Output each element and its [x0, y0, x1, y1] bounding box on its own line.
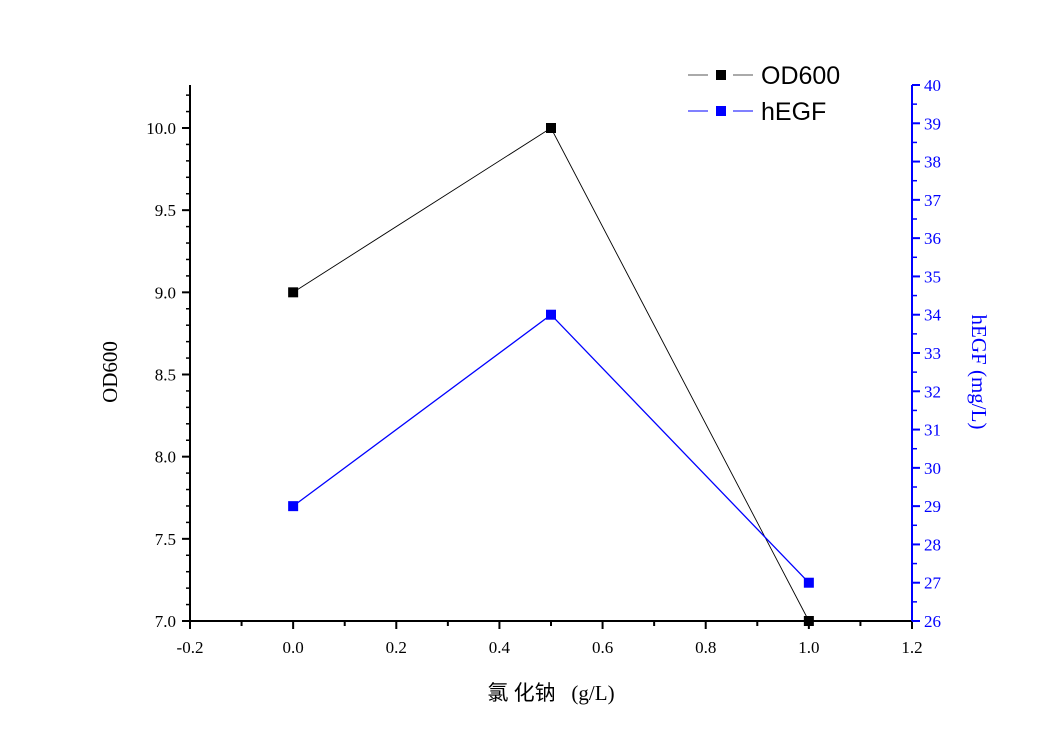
legend-marker-od600: [716, 70, 726, 80]
y2-tick-label: 30: [924, 459, 941, 478]
data-point-hegf: [288, 501, 299, 512]
data-point-od600: [546, 123, 556, 133]
x-tick-label: 0.4: [489, 638, 511, 657]
y2-tick-label: 28: [924, 535, 941, 554]
x-tick-label: 0.2: [386, 638, 407, 657]
y2-tick-label: 33: [924, 344, 941, 363]
y-tick-label: 10.0: [146, 119, 176, 138]
x-tick-label: 0.6: [592, 638, 613, 657]
y2-tick-label: 40: [924, 76, 941, 95]
x-tick-label: 0.8: [695, 638, 716, 657]
y2-tick-label: 37: [924, 191, 942, 210]
data-point-hegf: [546, 309, 556, 320]
data-point-od600: [803, 616, 814, 626]
x-tick-label: -0.2: [177, 638, 204, 657]
y-tick-label: 7.5: [155, 530, 176, 549]
data-point-hegf: [803, 577, 814, 588]
y2-tick-label: 31: [924, 421, 941, 440]
y2-tick-label: 26: [924, 612, 941, 631]
y2-tick-label: 35: [924, 267, 941, 286]
y-tick-label: 7.0: [155, 612, 176, 631]
legend-marker-hegf: [716, 106, 726, 116]
series-line-hegf: [292, 313, 810, 584]
x-axis-label: 氯 化钠 (g/L): [487, 681, 614, 705]
y2-tick-label: 39: [924, 114, 941, 133]
y-tick-label: 8.0: [155, 448, 176, 467]
series-line-od600: [292, 127, 810, 622]
legend-label-hegf: hEGF: [761, 98, 826, 126]
legend: OD600 hEGF: [688, 62, 840, 126]
y-tick-label: 8.5: [155, 366, 176, 385]
data-point-od600: [288, 287, 299, 298]
x-tick-label: 1.2: [901, 638, 922, 657]
x-tick-label: 1.0: [798, 638, 819, 657]
y-tick-label: 9.0: [155, 283, 176, 302]
x-tick-label: 0.0: [283, 638, 304, 657]
y2-tick-label: 34: [924, 306, 942, 325]
y2-tick-label: 36: [924, 229, 941, 248]
y2-tick-label: 29: [924, 497, 941, 516]
y-axis-label: OD600: [98, 341, 122, 403]
y-tick-label: 9.5: [155, 201, 176, 220]
legend-label-od600: OD600: [761, 62, 840, 90]
y2-axis-label: hEGF (mg/L): [967, 315, 991, 430]
y2-tick-label: 38: [924, 153, 941, 172]
y2-tick-label: 27: [924, 574, 942, 593]
y2-tick-label: 32: [924, 382, 941, 401]
